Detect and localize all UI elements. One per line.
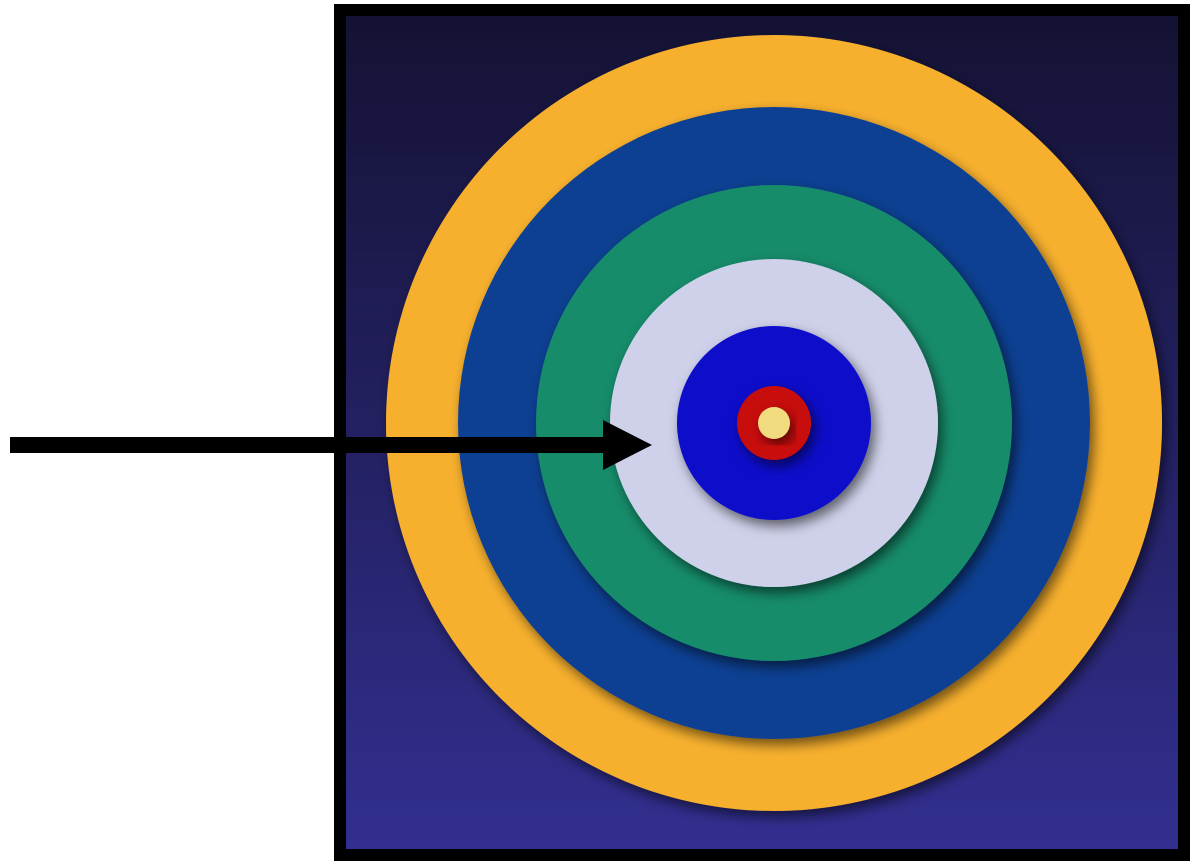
- target-rings: [386, 35, 1162, 811]
- bullseye: [758, 407, 790, 439]
- target-graphic: [346, 16, 1178, 849]
- target-panel: [334, 4, 1190, 861]
